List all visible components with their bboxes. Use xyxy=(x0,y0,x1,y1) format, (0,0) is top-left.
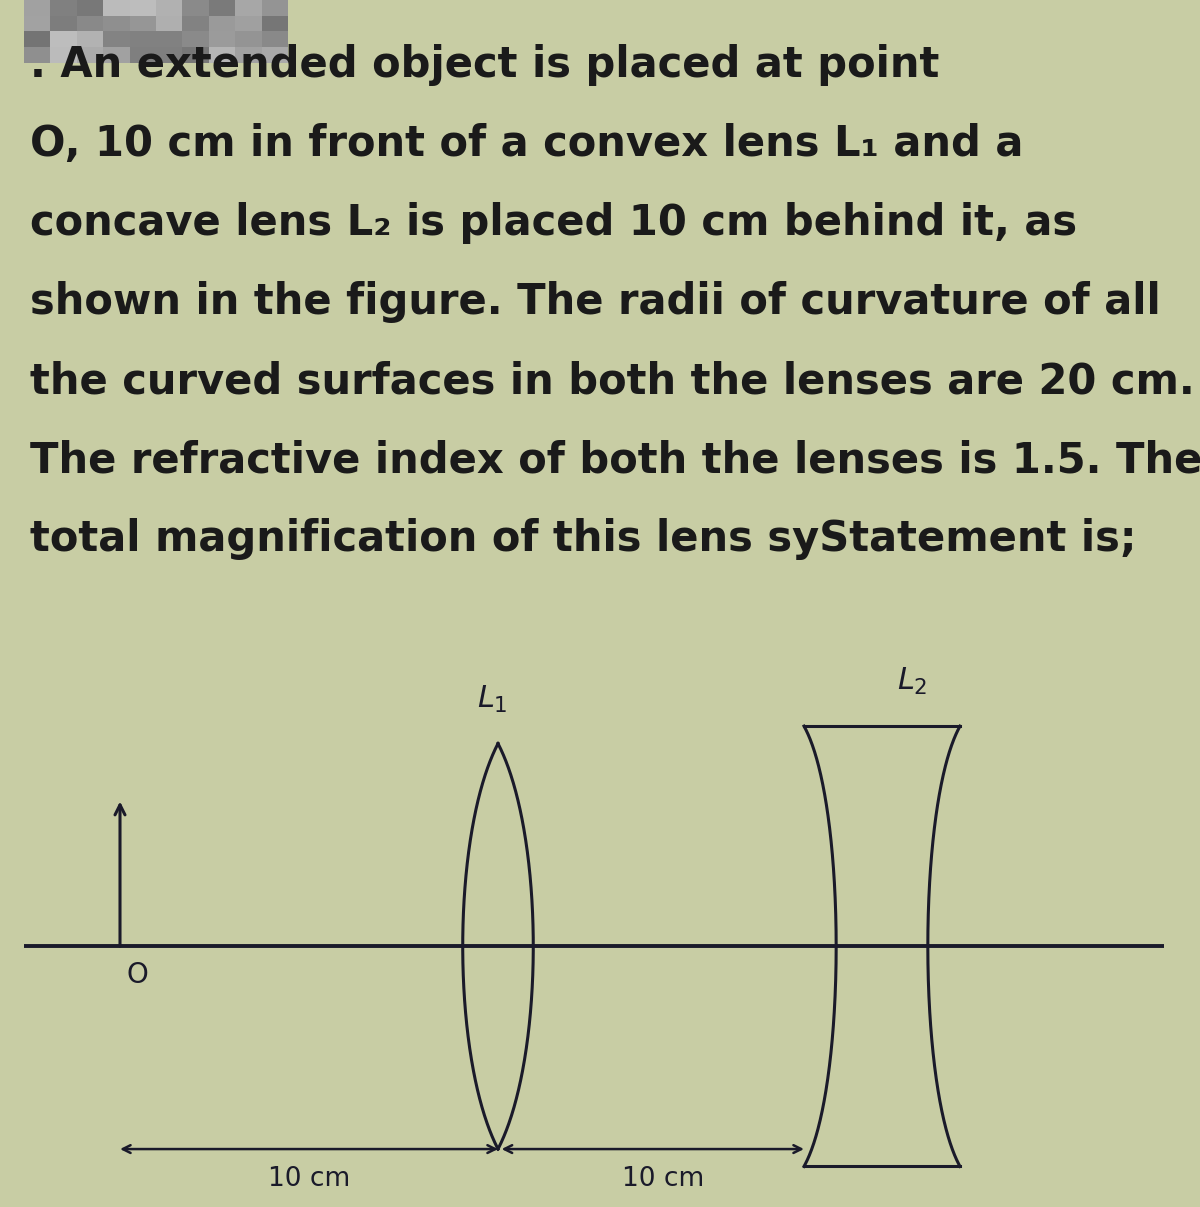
Text: O: O xyxy=(126,961,148,989)
Bar xyxy=(262,16,288,31)
Bar xyxy=(103,47,130,63)
Bar xyxy=(235,16,262,31)
Bar xyxy=(24,31,50,47)
Bar xyxy=(182,0,209,16)
Bar xyxy=(262,31,288,47)
Bar xyxy=(103,16,130,31)
Text: $L_1$: $L_1$ xyxy=(476,683,508,715)
Bar xyxy=(235,31,262,47)
Bar xyxy=(50,47,77,63)
Bar xyxy=(262,0,288,16)
Bar xyxy=(50,31,77,47)
Bar xyxy=(262,47,288,63)
Text: total magnification of this lens syStatement is;: total magnification of this lens syState… xyxy=(30,519,1136,560)
Text: . An extended object is placed at point: . An extended object is placed at point xyxy=(30,43,940,86)
Bar xyxy=(77,31,103,47)
Bar xyxy=(24,16,50,31)
Bar xyxy=(156,47,182,63)
Bar xyxy=(209,16,235,31)
Bar xyxy=(103,0,130,16)
Bar xyxy=(209,31,235,47)
Bar xyxy=(209,0,235,16)
Bar xyxy=(130,0,156,16)
Bar xyxy=(130,47,156,63)
Bar xyxy=(130,16,156,31)
Text: the curved surfaces in both the lenses are 20 cm.: the curved surfaces in both the lenses a… xyxy=(30,360,1195,402)
Bar xyxy=(24,0,50,16)
Bar xyxy=(235,47,262,63)
Bar xyxy=(209,47,235,63)
Text: concave lens L₂ is placed 10 cm behind it, as: concave lens L₂ is placed 10 cm behind i… xyxy=(30,202,1078,244)
Text: $L_2$: $L_2$ xyxy=(896,666,928,698)
Bar xyxy=(77,47,103,63)
Bar xyxy=(50,16,77,31)
Text: 10 cm: 10 cm xyxy=(622,1166,704,1193)
Text: shown in the figure. The radii of curvature of all: shown in the figure. The radii of curvat… xyxy=(30,281,1160,323)
Bar xyxy=(24,47,50,63)
Bar xyxy=(77,0,103,16)
Bar xyxy=(156,0,182,16)
Bar xyxy=(235,0,262,16)
Bar xyxy=(182,31,209,47)
Text: 10 cm: 10 cm xyxy=(268,1166,350,1193)
Bar xyxy=(182,47,209,63)
Bar xyxy=(50,0,77,16)
Bar xyxy=(156,16,182,31)
Bar xyxy=(156,31,182,47)
Text: The refractive index of both the lenses is 1.5. The: The refractive index of both the lenses … xyxy=(30,439,1200,482)
Bar xyxy=(130,31,156,47)
Bar xyxy=(182,16,209,31)
Bar xyxy=(103,31,130,47)
Bar xyxy=(77,16,103,31)
Text: O, 10 cm in front of a convex lens L₁ and a: O, 10 cm in front of a convex lens L₁ an… xyxy=(30,123,1024,165)
